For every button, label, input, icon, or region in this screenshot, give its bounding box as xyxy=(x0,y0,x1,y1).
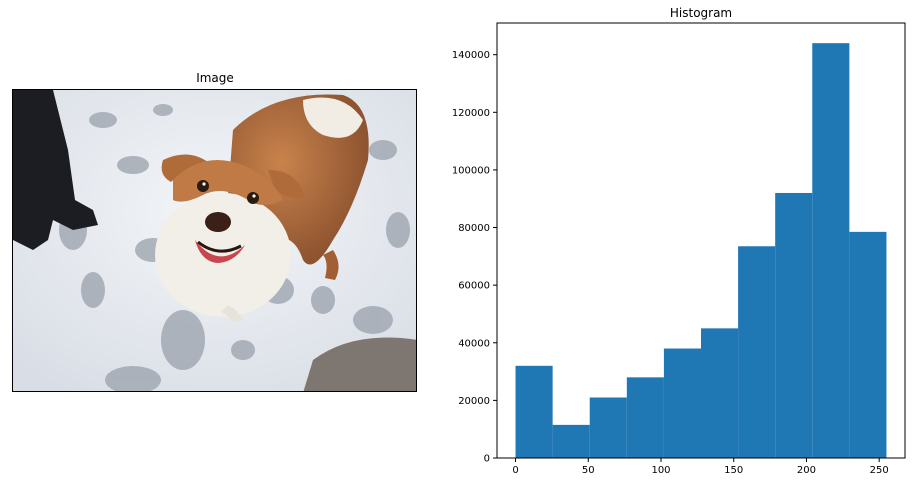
histogram-bar xyxy=(663,348,701,458)
y-tick-label: 120000 xyxy=(452,108,490,119)
histogram-bar xyxy=(626,377,664,458)
y-tick-label: 100000 xyxy=(452,165,490,176)
dog-in-snow-image xyxy=(13,90,416,391)
histogram-bar xyxy=(701,328,739,458)
y-axis: 0 20000 40000 60000 80000 100000 120000 140000 xyxy=(452,50,497,465)
dog-photo xyxy=(12,89,417,392)
histogram-bar xyxy=(812,43,850,459)
y-tick-label: 140000 xyxy=(452,50,490,61)
y-tick-label: 60000 xyxy=(458,281,490,292)
x-tick-label: 0 xyxy=(512,465,518,476)
histogram-bar xyxy=(849,231,887,458)
histogram-bar xyxy=(552,424,590,458)
x-tick-label: 50 xyxy=(582,465,595,476)
histogram-bar xyxy=(589,397,627,458)
x-tick-label: 150 xyxy=(724,465,743,476)
x-tick-label: 100 xyxy=(651,465,670,476)
x-axis: 0 50 100 150 200 250 xyxy=(512,458,889,476)
x-tick-label: 200 xyxy=(797,465,816,476)
image-title: Image xyxy=(196,71,234,85)
histogram-title: Histogram xyxy=(669,6,733,20)
histogram-bar xyxy=(515,365,553,458)
histogram-bars xyxy=(515,43,887,459)
y-tick-label: 40000 xyxy=(458,338,490,349)
histogram-bar xyxy=(738,246,776,458)
y-tick-label: 80000 xyxy=(458,223,490,234)
y-tick-label: 0 xyxy=(484,454,490,465)
axes-frame xyxy=(496,22,906,459)
x-tick-label: 250 xyxy=(870,465,889,476)
y-tick-label: 20000 xyxy=(458,396,490,407)
histogram-bar xyxy=(775,192,813,458)
